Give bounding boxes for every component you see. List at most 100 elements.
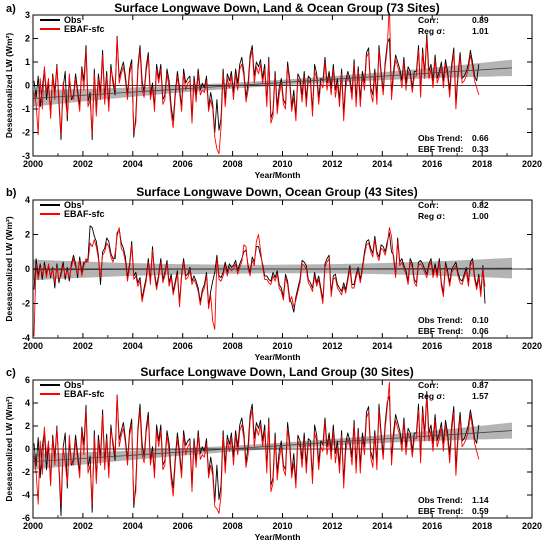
obs-trend-label: Obs Trend: — [418, 495, 463, 505]
x-tick-label: 2020 — [522, 159, 542, 169]
x-tick-label: 2012 — [322, 159, 342, 169]
x-tick-label: 2020 — [522, 521, 542, 531]
panel-label: c) — [6, 367, 16, 379]
x-tick-label: 2010 — [272, 341, 292, 351]
x-tick-label: 2000 — [23, 159, 43, 169]
x-tick-label: 2004 — [123, 159, 143, 169]
series-line-ebaf — [33, 15, 480, 155]
reg-sigma-label: Reg σ: — [418, 391, 445, 401]
x-tick-label: 2020 — [522, 341, 542, 351]
x-tick-label: 2014 — [372, 521, 392, 531]
x-tick-label: 2008 — [223, 521, 243, 531]
legend-label: Obs — [64, 200, 82, 210]
panel-label: a) — [6, 3, 16, 15]
x-tick-label: 2016 — [422, 521, 442, 531]
y-tick-label: -4 — [22, 333, 30, 343]
obs-trend-value: 0.10 — [472, 315, 489, 325]
y-tick-label: 0 — [25, 444, 30, 454]
y-tick-label: -4 — [22, 490, 30, 500]
legend-label: Obs — [64, 15, 82, 25]
ebf-trend-value: 0.59 — [472, 506, 489, 516]
reg-sigma-value: 1.57 — [472, 391, 489, 401]
obs-trend-label: Obs Trend: — [418, 315, 463, 325]
y-axis-label: Deseasonalized LW (Wm²) — [4, 396, 14, 501]
x-tick-label: 2006 — [173, 341, 193, 351]
legend-label: EBAF-sfc — [64, 209, 105, 219]
y-axis-label: Deseasonalized LW (Wm²) — [4, 216, 14, 321]
y-tick-label: 2 — [25, 230, 30, 240]
x-axis-label: Year/Month — [255, 352, 301, 362]
ebf-trend-value: 0.06 — [472, 326, 489, 336]
x-tick-label: 2004 — [123, 341, 143, 351]
obs-trend-label: Obs Trend: — [418, 133, 463, 143]
legend-label: EBAF-sfc — [64, 24, 105, 34]
y-tick-label: 0 — [25, 81, 30, 91]
trend-line — [33, 430, 513, 463]
obs-trend-value: 1.14 — [472, 495, 489, 505]
reg-sigma-value: 1.00 — [472, 211, 489, 221]
x-tick-label: 2018 — [472, 341, 492, 351]
corr-value: 0.82 — [472, 200, 489, 210]
y-axis-label: Deseasonalized LW (Wm²) — [4, 33, 14, 138]
x-tick-label: 2002 — [73, 341, 93, 351]
series-line-ebaf — [33, 227, 486, 337]
y-tick-label: -6 — [22, 513, 30, 523]
obs-trend-value: 0.66 — [472, 133, 489, 143]
y-tick-label: -2 — [22, 299, 30, 309]
ebf-trend-label: EBF Trend: — [418, 144, 464, 154]
x-tick-label: 2004 — [123, 521, 143, 531]
ebf-trend-label: EBF Trend: — [418, 326, 464, 336]
y-tick-label: -1 — [22, 104, 30, 114]
series-line-ebaf — [33, 381, 480, 514]
panel-label: b) — [6, 187, 17, 199]
y-tick-label: -2 — [22, 467, 30, 477]
ebf-trend-label: EBF Trend: — [418, 506, 464, 516]
x-tick-label: 2010 — [272, 159, 292, 169]
x-tick-label: 2016 — [422, 159, 442, 169]
x-tick-label: 2012 — [322, 521, 342, 531]
y-tick-label: 2 — [25, 421, 30, 431]
corr-value: 0.87 — [472, 380, 489, 390]
reg-sigma-label: Reg σ: — [418, 26, 445, 36]
y-tick-label: 6 — [25, 375, 30, 385]
reg-sigma-value: 1.01 — [472, 26, 489, 36]
x-tick-label: 2018 — [472, 521, 492, 531]
y-tick-label: 4 — [25, 398, 30, 408]
x-tick-label: 2010 — [272, 521, 292, 531]
x-tick-label: 2000 — [23, 341, 43, 351]
y-tick-label: -3 — [22, 151, 30, 161]
x-axis-label: Year/Month — [255, 170, 301, 180]
y-tick-label: 0 — [25, 264, 30, 274]
corr-value: 0.89 — [472, 15, 489, 25]
x-tick-label: 2014 — [372, 159, 392, 169]
x-tick-label: 2002 — [73, 521, 93, 531]
legend-label: EBAF-sfc — [64, 389, 105, 399]
corr-label: Corr: — [418, 15, 439, 25]
y-tick-label: 3 — [25, 10, 30, 20]
x-tick-label: 2008 — [223, 341, 243, 351]
y-tick-label: 4 — [25, 195, 30, 205]
chart-title: Surface Longwave Down, Ocean Group (43 S… — [136, 185, 417, 199]
x-tick-label: 2000 — [23, 521, 43, 531]
x-axis-label: Year/Month — [255, 532, 301, 542]
y-tick-label: -2 — [22, 128, 30, 138]
reg-sigma-label: Reg σ: — [418, 211, 445, 221]
x-tick-label: 2018 — [472, 159, 492, 169]
y-tick-label: 2 — [25, 34, 30, 44]
x-tick-label: 2016 — [422, 341, 442, 351]
x-tick-label: 2006 — [173, 159, 193, 169]
corr-label: Corr: — [418, 200, 439, 210]
x-tick-label: 2012 — [322, 341, 342, 351]
chart-title: Surface Longwave Down, Land & Ocean Grou… — [114, 1, 439, 15]
trend-line — [33, 267, 513, 271]
legend-label: Obs — [64, 380, 82, 390]
y-tick-label: 1 — [25, 57, 30, 67]
x-tick-label: 2006 — [173, 521, 193, 531]
ebf-trend-value: 0.33 — [472, 144, 489, 154]
x-tick-label: 2014 — [372, 341, 392, 351]
x-tick-label: 2008 — [223, 159, 243, 169]
x-tick-label: 2002 — [73, 159, 93, 169]
corr-label: Corr: — [418, 380, 439, 390]
chart-title: Surface Longwave Down, Land Group (30 Si… — [140, 365, 413, 379]
